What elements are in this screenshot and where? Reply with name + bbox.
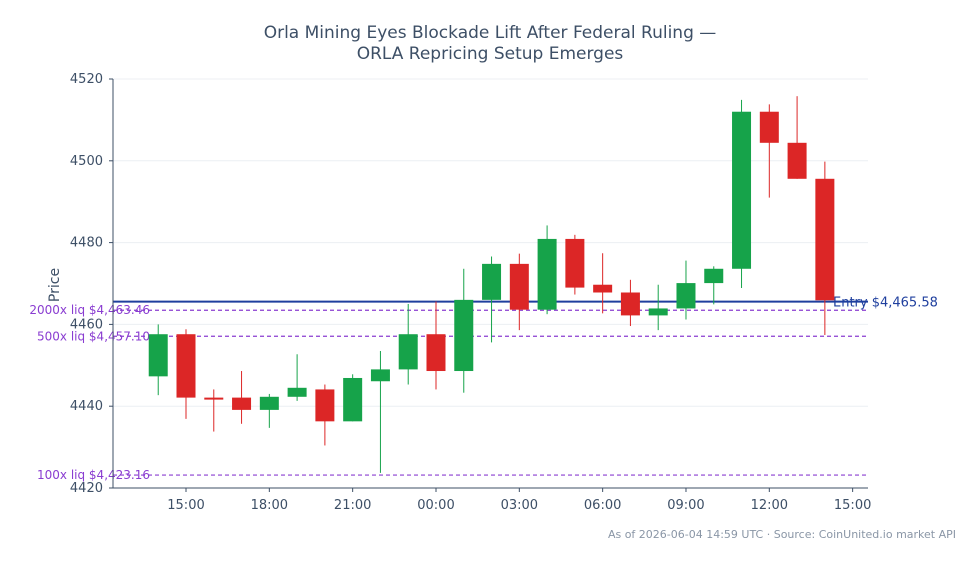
candle-body [620, 292, 640, 316]
candle-body [204, 397, 224, 400]
y-axis-ticks: 4420 4440 4460 4480 4500 4520 [70, 72, 113, 496]
x-tick-label: 12:00 [751, 498, 788, 513]
candle-body [148, 334, 168, 377]
y-tick-label: 4440 [70, 399, 103, 414]
y-tick-label: 4520 [70, 72, 103, 87]
candle [232, 371, 252, 424]
candle [398, 303, 418, 385]
candle [426, 301, 446, 390]
candle-body [398, 334, 418, 370]
candle [565, 234, 585, 295]
y-tick-label: 4460 [70, 317, 103, 332]
candle [509, 253, 529, 331]
candle [732, 99, 752, 288]
x-tick-label: 00:00 [417, 498, 454, 513]
y-tick-label: 4480 [70, 236, 103, 251]
candle-body [454, 299, 474, 372]
candle-body [482, 263, 502, 300]
candle [148, 324, 168, 396]
x-tick-label: 09:00 [667, 498, 704, 513]
x-tick-label: 03:00 [501, 498, 538, 513]
candle [676, 260, 696, 320]
candle-body [259, 396, 279, 410]
candle [176, 329, 196, 419]
y-axis-title: Price [47, 268, 63, 302]
candle [537, 225, 557, 315]
candle [620, 279, 640, 327]
candle-body [343, 377, 363, 422]
candle [815, 161, 835, 336]
candle-body [787, 142, 807, 179]
candle-body [426, 334, 446, 372]
x-tick-label: 15:00 [834, 498, 871, 513]
y-tick-label: 4420 [70, 481, 103, 496]
liquidation-label: 500x liq $4,457.10 [37, 329, 150, 343]
footer-source: As of 2026-06-04 14:59 UTC · Source: Coi… [608, 528, 956, 541]
candle-body [704, 268, 724, 284]
x-tick-label: 06:00 [584, 498, 621, 513]
candle-body [176, 334, 196, 398]
candle-body [370, 369, 390, 382]
x-axis-ticks: 15:00 18:00 21:00 00:00 03:00 06:00 09:00 12:00… [167, 488, 871, 513]
liquidation-label: 2000x liq $4,463.46 [29, 303, 150, 317]
price-level-lines: 2000x liq $4,463.46 500x liq $4,457.10 100… [29, 296, 938, 482]
candle-body [732, 111, 752, 269]
x-tick-label: 21:00 [334, 498, 371, 513]
x-tick-label: 15:00 [167, 498, 204, 513]
candle [704, 266, 724, 305]
candle [287, 354, 307, 401]
candle [482, 256, 502, 343]
candle-body [315, 389, 335, 422]
candle-body [676, 283, 696, 309]
y-tick-label: 4500 [70, 154, 103, 169]
candle-body [815, 178, 835, 301]
candle [593, 253, 613, 314]
candle-body [537, 238, 557, 310]
candle [370, 350, 390, 473]
chart-title-line-2: ORLA Repricing Setup Emerges [357, 44, 624, 64]
candle-body [565, 238, 585, 288]
liquidation-label: 100x liq $4,423.16 [37, 468, 150, 482]
candle [343, 374, 363, 422]
candle-body [648, 308, 668, 316]
candle-body [759, 111, 779, 143]
candle [787, 96, 807, 179]
entry-label: Entry $4,465.58 [833, 296, 938, 311]
candle-body [287, 387, 307, 397]
candle [259, 393, 279, 428]
candle [648, 284, 668, 331]
candle [759, 104, 779, 198]
candles [148, 96, 835, 473]
candle [454, 268, 474, 393]
chart-title-line-1: Orla Mining Eyes Blockade Lift After Fed… [264, 23, 717, 43]
candle-body [232, 397, 252, 410]
candle [315, 384, 335, 446]
x-tick-label: 18:00 [251, 498, 288, 513]
candle [204, 389, 224, 432]
candle-body [593, 284, 613, 293]
candle-body [509, 263, 529, 310]
